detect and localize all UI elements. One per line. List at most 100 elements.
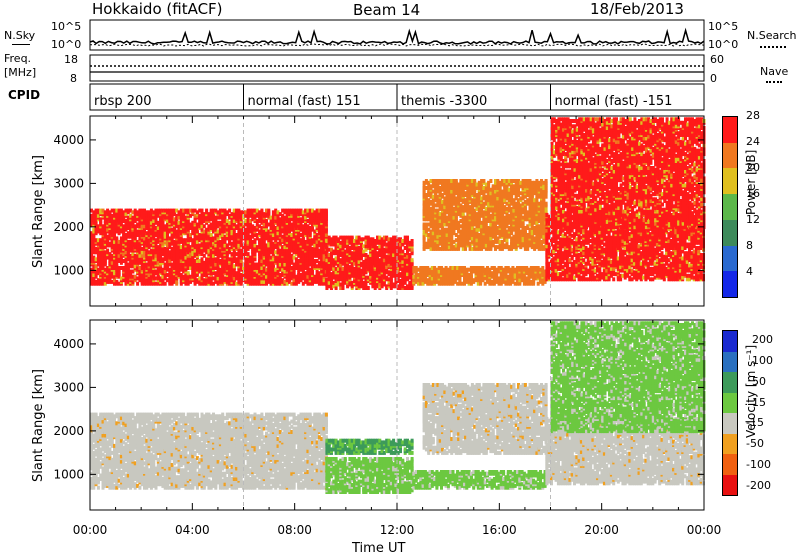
- heatmap-cell: [362, 280, 366, 285]
- heatmap-cell: [92, 255, 96, 260]
- heatmap-cell: [138, 208, 142, 213]
- heatmap-cell: [292, 262, 296, 267]
- heatmap-cell: [357, 284, 361, 289]
- heatmap-cell: [124, 271, 128, 276]
- heatmap-cell: [283, 224, 287, 229]
- heatmap-cell: [170, 227, 174, 232]
- heatmap-cell: [186, 281, 190, 286]
- heatmap-cell: [341, 273, 345, 278]
- heatmap-cell: [149, 259, 153, 263]
- heatmap-cell: [230, 271, 234, 276]
- heatmap-cell: [336, 249, 340, 254]
- heatmap-cell: [189, 222, 192, 227]
- heatmap-cell: [115, 208, 119, 213]
- heatmap-cell: [223, 234, 227, 239]
- heatmap-cell: [216, 259, 220, 263]
- heatmap-cell: [96, 260, 100, 265]
- colorbar-swatch: [723, 372, 737, 393]
- heatmap-cell: [336, 263, 340, 268]
- heatmap-cell: [278, 217, 282, 222]
- heatmap-cell: [218, 259, 222, 263]
- heatmap-cell: [156, 208, 160, 213]
- heatmap-cell: [376, 258, 379, 263]
- heatmap-cell: [101, 239, 105, 244]
- heatmap-cell: [239, 233, 243, 237]
- heatmap-cell: [101, 262, 105, 267]
- heatmap-cell: [265, 243, 268, 248]
- heatmap-cell: [285, 224, 289, 229]
- cpid-segment-label: themis -3300: [401, 94, 487, 109]
- heatmap-cell: [172, 217, 176, 222]
- heatmap-cell: [317, 274, 321, 279]
- heatmap-cell: [133, 264, 137, 269]
- heatmap-cell: [248, 234, 252, 239]
- noise-frame: [89, 19, 705, 51]
- heatmap-cell: [212, 224, 215, 229]
- heatmap-cell: [346, 254, 350, 259]
- heatmap-cell: [255, 219, 259, 223]
- heatmap-cell: [376, 265, 379, 270]
- heatmap-cell: [115, 267, 119, 272]
- heatmap-cell: [110, 245, 114, 250]
- colorbar-swatch: [723, 331, 737, 352]
- noise-search-line: [760, 46, 786, 48]
- heatmap-cell: [115, 220, 119, 225]
- heatmap-cell: [244, 260, 248, 265]
- heatmap-cell: [320, 274, 324, 279]
- heatmap-cell: [267, 253, 271, 258]
- heatmap-cell: [189, 208, 192, 213]
- heatmap-cell: [320, 229, 324, 234]
- freq-right-tick-top: 60: [710, 53, 724, 66]
- heatmap-cell: [143, 208, 146, 213]
- heatmap-cell: [288, 238, 291, 243]
- heatmap-cell: [283, 208, 287, 213]
- heatmap-cell: [200, 224, 204, 229]
- heatmap-cell: [322, 273, 326, 277]
- heatmap-cell: [327, 280, 331, 285]
- heatmap-cell: [145, 252, 149, 257]
- heatmap-cell: [182, 238, 186, 243]
- heatmap-cell: [166, 260, 169, 265]
- heatmap-cell: [327, 284, 331, 289]
- heatmap-cell: [177, 231, 181, 236]
- heatmap-cell: [228, 246, 232, 251]
- heatmap-cell: [184, 255, 188, 260]
- heatmap-cell: [136, 210, 140, 215]
- heatmap-cell: [166, 229, 169, 234]
- heatmap-cell: [195, 259, 199, 263]
- heatmap-cell: [218, 267, 222, 272]
- heatmap-cell: [290, 273, 294, 277]
- heatmap-cell: [182, 215, 186, 220]
- heatmap-cell: [200, 276, 204, 281]
- heatmap-cell: [274, 267, 278, 272]
- heatmap-cell: [357, 280, 361, 285]
- heatmap-cell: [209, 269, 213, 274]
- heatmap-cell: [283, 241, 287, 246]
- heatmap-cell: [315, 278, 319, 283]
- heatmap-cell: [276, 269, 280, 274]
- heatmap-cell: [341, 261, 345, 266]
- heatmap-cell: [369, 237, 373, 242]
- heatmap-cell: [152, 255, 156, 260]
- heatmap-cell: [189, 213, 192, 218]
- heatmap-cell: [267, 250, 271, 255]
- heatmap-cell: [350, 251, 354, 256]
- heatmap-cell: [115, 236, 119, 241]
- heatmap-cell: [339, 286, 343, 290]
- heatmap-cell: [225, 252, 229, 257]
- heatmap-cell: [101, 250, 105, 255]
- heatmap-cell: [223, 262, 227, 267]
- heatmap-cell: [285, 281, 289, 286]
- heatmap-cell: [168, 236, 172, 241]
- heatmap-cell: [380, 253, 384, 257]
- heatmap-cell: [143, 250, 146, 255]
- noise-search-label: N.Search: [747, 29, 797, 42]
- heatmap-cell: [108, 210, 112, 215]
- heatmap-cell: [195, 250, 199, 255]
- heatmap-cell: [152, 229, 156, 234]
- heatmap-cell: [267, 246, 271, 251]
- heatmap-cell: [108, 233, 112, 237]
- heatmap-cell: [265, 267, 268, 272]
- heatmap-cell: [281, 250, 285, 255]
- heatmap-cell: [223, 224, 227, 229]
